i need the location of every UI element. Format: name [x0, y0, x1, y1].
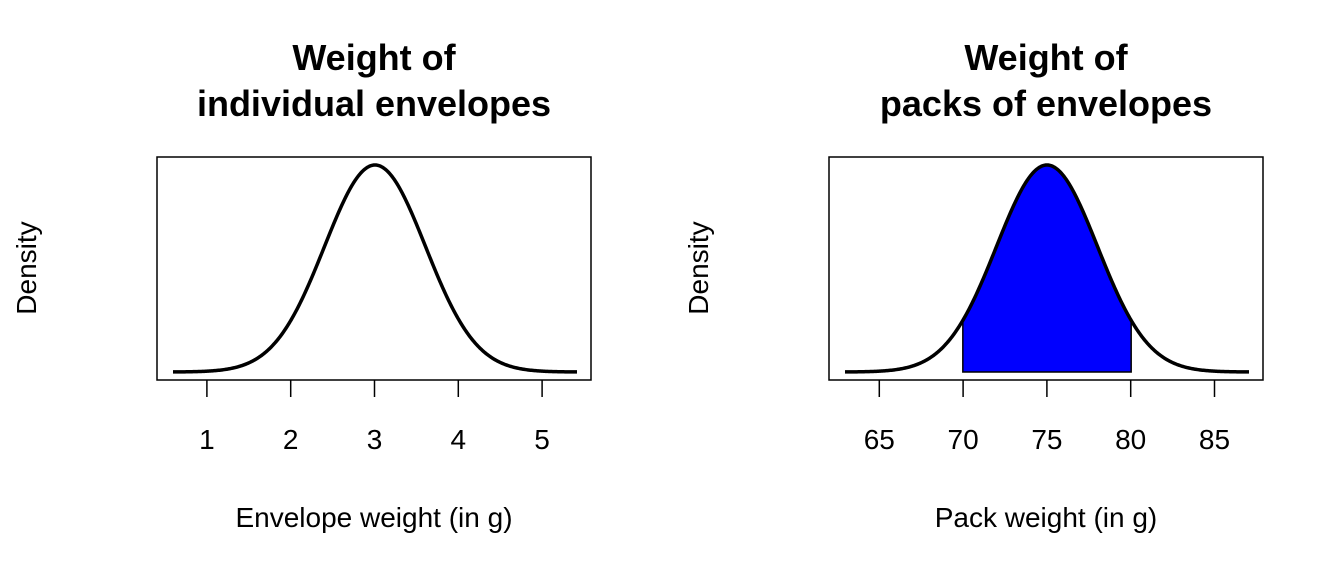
x-tick-label: 65	[864, 424, 895, 455]
density-curve	[844, 163, 1250, 374]
x-tick-label: 85	[1199, 424, 1230, 455]
chart-title-line-1: Weight of	[292, 37, 456, 78]
x-axis-label: Envelope weight (in g)	[235, 502, 512, 533]
x-tick-label: 75	[1031, 424, 1062, 455]
y-axis-label: Density	[11, 221, 42, 314]
chart-title-line-1: Weight of	[964, 37, 1128, 78]
y-axis-label: Density	[683, 221, 714, 314]
x-tick-label: 3	[367, 424, 383, 455]
chart-title-line-2: individual envelopes	[197, 83, 551, 124]
x-tick-label: 70	[948, 424, 979, 455]
x-axis-ticks: 1 2 3 4 5	[199, 380, 550, 455]
x-tick-label: 2	[283, 424, 299, 455]
x-axis-label: Pack weight (in g)	[935, 502, 1158, 533]
x-axis-ticks: 65 70 75 80 85	[864, 380, 1230, 455]
x-tick-label: 80	[1115, 424, 1146, 455]
plot-frame	[156, 156, 592, 381]
chart-title-line-2: packs of envelopes	[880, 83, 1212, 124]
x-tick-label: 1	[199, 424, 215, 455]
panel-packs-of-envelopes: Weight of packs of envelopes 65 70 75 80…	[683, 37, 1264, 533]
x-tick-label: 5	[534, 424, 550, 455]
x-tick-label: 4	[451, 424, 467, 455]
density-curve	[172, 163, 578, 374]
panel-individual-envelopes: Weight of individual envelopes 1 2 3 4 5…	[11, 37, 592, 533]
plot-frame	[828, 156, 1264, 381]
